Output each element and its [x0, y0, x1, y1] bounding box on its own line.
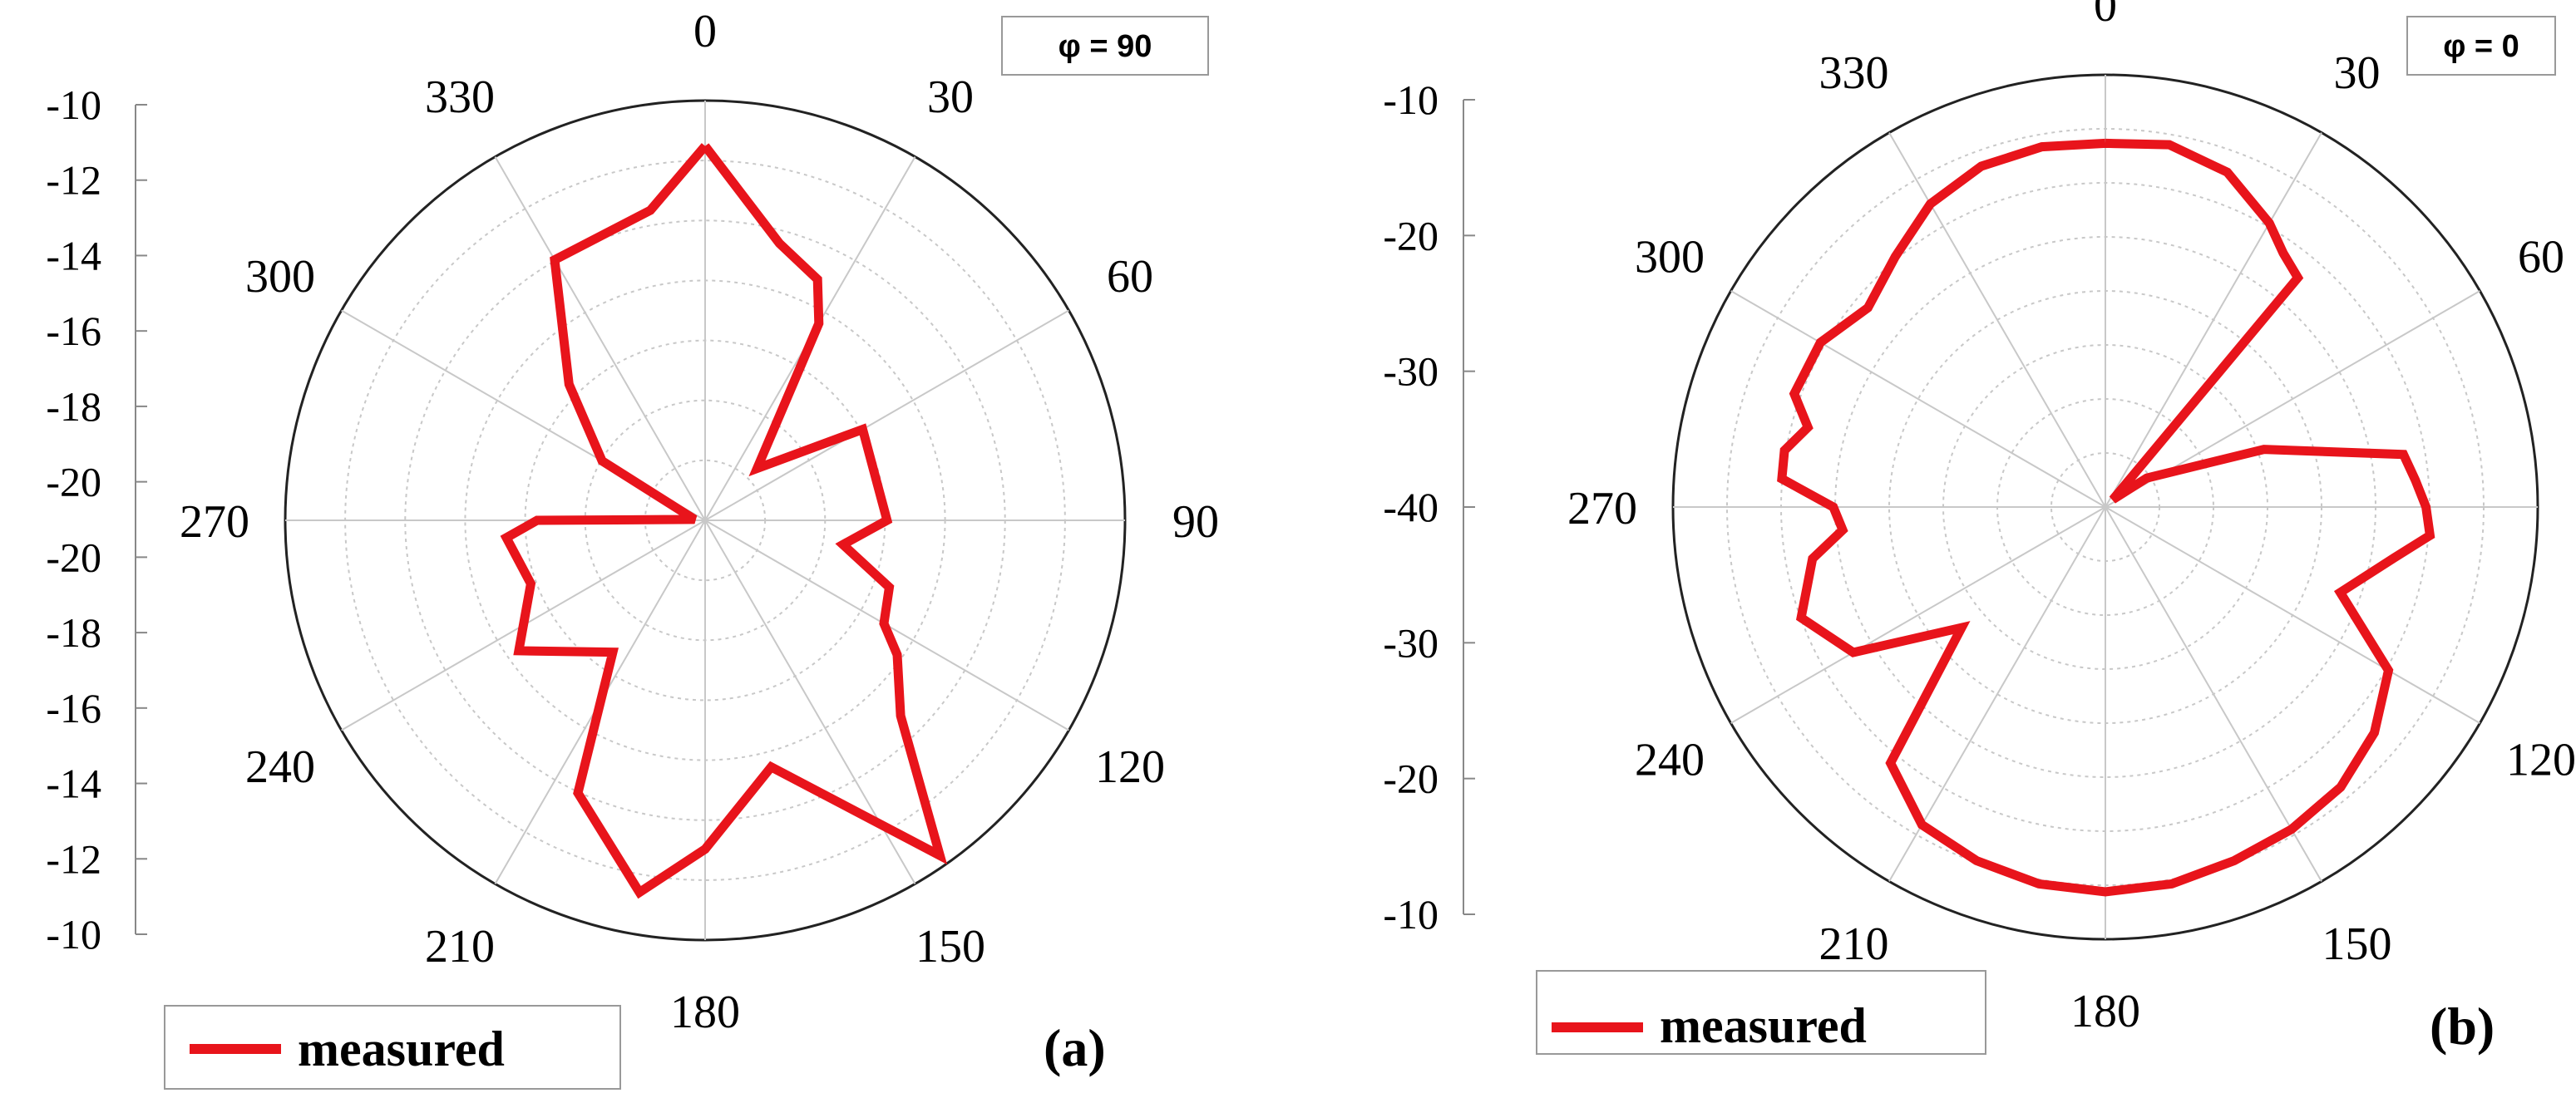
radial-axis-a: -10 -12 -14 -16 -18 -20 -20 -18 -16 -14 -12 -10 [46, 81, 147, 958]
trace-a [500, 143, 948, 899]
angle-label: 180 [2070, 986, 2140, 1037]
phi-box-a [1001, 16, 1209, 76]
angle-label: 240 [245, 741, 315, 793]
angle-label: 210 [425, 921, 495, 972]
angle-labels-a: 0 30 60 90 120 150 180 210 240 270 300 330 [180, 6, 1219, 1038]
legend-label-a: measured [298, 1022, 505, 1076]
legend-box-b [1536, 970, 1986, 1055]
radial-tick-label: -12 [46, 157, 101, 204]
radial-tick-label: -20 [46, 459, 101, 505]
grid-spoke [494, 156, 706, 521]
polar-chart-a: -10 -12 -14 -16 -18 -20 -20 -18 -16 -14 -12 -10 0 30… [46, 6, 1219, 1090]
panel-label-b: (b) [2430, 997, 2495, 1056]
radial-tick-label: -20 [1383, 212, 1439, 258]
grid-spoke [2105, 506, 2480, 724]
trace-b [1777, 138, 2435, 897]
angle-label: 300 [245, 251, 315, 303]
angle-label: 270 [180, 496, 249, 548]
radial-tick-label: -18 [46, 383, 101, 430]
grid-spoke [704, 309, 1069, 521]
radial-axis-b: -10 -20 -30 -40 -30 -20 -10 [1383, 76, 1475, 938]
radial-tick-label: -12 [46, 835, 101, 882]
grid-spoke [2105, 132, 2322, 508]
radial-tick-label: -20 [1383, 756, 1439, 802]
radial-tick-label: -10 [46, 911, 101, 958]
radial-tick-label: -14 [46, 232, 101, 278]
legend-label-b: measured [1660, 998, 1867, 1053]
polar-chart-b: -10-20-30-40-30-20-10 030609012015018021… [1383, 0, 2576, 1056]
angle-label: 90 [1172, 496, 1219, 548]
angle-label: 0 [2094, 0, 2117, 32]
radial-tick-label: -30 [1383, 348, 1439, 395]
angle-label: 330 [425, 71, 495, 123]
angle-label: 30 [927, 71, 974, 123]
angle-label: 60 [1107, 251, 1153, 303]
measured-trace [500, 143, 948, 899]
grid-spoke [1888, 506, 2106, 882]
radial-tick-label: -10 [1383, 891, 1439, 938]
polar-grid-b [1671, 73, 2539, 941]
angle-label: 300 [1635, 232, 1705, 283]
angle-label: 210 [1819, 918, 1889, 970]
angle-label: 270 [1567, 483, 1637, 534]
angle-label: 60 [2518, 232, 2564, 283]
grid-spoke [1888, 132, 2106, 508]
angle-label: 180 [670, 987, 740, 1038]
angle-label: 30 [2334, 47, 2381, 99]
grid-spoke [1730, 506, 2106, 724]
phi-label-b: φ = 0 [2443, 29, 2519, 64]
angle-label: 150 [915, 921, 985, 972]
phi-box-b [2406, 16, 2556, 76]
angle-label: 0 [693, 6, 717, 57]
radial-tick-label: -10 [46, 81, 101, 128]
polar-grid-a [284, 99, 1127, 942]
radial-tick-label: -14 [46, 761, 101, 807]
angle-label: 240 [1635, 735, 1705, 786]
phi-label-a: φ = 90 [1059, 29, 1152, 64]
grid-spoke [2105, 506, 2322, 882]
angle-label: 120 [1095, 741, 1165, 793]
radial-tick-label: -10 [1383, 76, 1439, 123]
radial-tick-label: -40 [1383, 484, 1439, 530]
angle-label: 120 [2506, 735, 2576, 786]
radial-tick-label: -18 [46, 609, 101, 656]
panel-label-a: (a) [1044, 1018, 1106, 1077]
measured-trace [1777, 138, 2435, 897]
angle-label: 150 [2322, 918, 2392, 970]
grid-spoke [1730, 290, 2106, 508]
radial-tick-label: -16 [46, 685, 101, 731]
angle-label: 330 [1819, 47, 1889, 99]
radial-tick-label: -20 [46, 534, 101, 580]
radial-tick-label: -30 [1383, 619, 1439, 666]
radial-tick-label: -16 [46, 308, 101, 354]
